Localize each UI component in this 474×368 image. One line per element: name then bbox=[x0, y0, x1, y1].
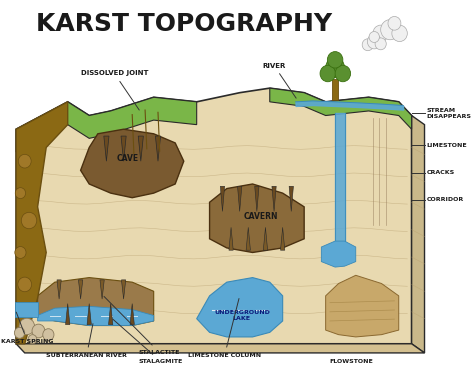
Circle shape bbox=[367, 34, 381, 49]
Polygon shape bbox=[255, 186, 259, 211]
Circle shape bbox=[21, 212, 37, 229]
Polygon shape bbox=[138, 136, 143, 161]
Polygon shape bbox=[37, 277, 154, 326]
Circle shape bbox=[362, 39, 374, 51]
Polygon shape bbox=[81, 129, 184, 198]
Text: KARST SPRING: KARST SPRING bbox=[1, 312, 54, 344]
Text: FLOWSTONE: FLOWSTONE bbox=[329, 359, 374, 364]
Circle shape bbox=[15, 247, 26, 258]
Polygon shape bbox=[272, 186, 276, 211]
Polygon shape bbox=[270, 88, 411, 129]
Circle shape bbox=[369, 32, 379, 42]
Bar bbox=[332, 79, 338, 99]
Polygon shape bbox=[16, 102, 68, 344]
Text: KARST TOPOGRAPHY: KARST TOPOGRAPHY bbox=[36, 13, 332, 36]
Polygon shape bbox=[264, 227, 268, 250]
Polygon shape bbox=[15, 302, 38, 317]
Circle shape bbox=[28, 335, 37, 344]
Circle shape bbox=[375, 38, 386, 50]
Circle shape bbox=[18, 154, 31, 168]
Text: STALACTITE: STALACTITE bbox=[104, 297, 180, 355]
Polygon shape bbox=[237, 186, 242, 211]
Text: CAVE: CAVE bbox=[117, 155, 139, 163]
Polygon shape bbox=[229, 227, 233, 250]
Polygon shape bbox=[100, 280, 104, 299]
Polygon shape bbox=[16, 88, 411, 344]
Circle shape bbox=[18, 277, 32, 292]
Circle shape bbox=[320, 65, 336, 82]
Text: UNDERGROUND
LAKE: UNDERGROUND LAKE bbox=[214, 310, 270, 321]
Polygon shape bbox=[37, 306, 154, 326]
Polygon shape bbox=[130, 304, 134, 325]
Polygon shape bbox=[246, 227, 250, 250]
Polygon shape bbox=[326, 275, 399, 337]
Polygon shape bbox=[321, 241, 356, 267]
Polygon shape bbox=[220, 186, 225, 211]
Text: CAVERN: CAVERN bbox=[244, 212, 278, 222]
Text: STREAM
DISAPPEARS: STREAM DISAPPEARS bbox=[427, 108, 472, 118]
Text: LIMESTONE: LIMESTONE bbox=[427, 143, 467, 148]
Circle shape bbox=[43, 329, 54, 341]
Circle shape bbox=[381, 20, 400, 40]
Polygon shape bbox=[281, 227, 285, 250]
Text: STALAGMITE: STALAGMITE bbox=[113, 319, 183, 364]
Circle shape bbox=[373, 25, 388, 42]
Polygon shape bbox=[411, 116, 425, 353]
Polygon shape bbox=[87, 304, 91, 325]
Polygon shape bbox=[65, 304, 70, 325]
Circle shape bbox=[14, 328, 25, 338]
Text: CRACKS: CRACKS bbox=[427, 170, 455, 175]
Polygon shape bbox=[197, 277, 283, 337]
Circle shape bbox=[326, 57, 345, 78]
Polygon shape bbox=[121, 136, 126, 161]
Text: RIVER: RIVER bbox=[263, 63, 296, 98]
Polygon shape bbox=[121, 280, 126, 299]
Circle shape bbox=[19, 318, 35, 335]
Text: DISSOLVED JOINT: DISSOLVED JOINT bbox=[81, 70, 148, 110]
Polygon shape bbox=[16, 344, 425, 353]
Polygon shape bbox=[109, 304, 113, 325]
Polygon shape bbox=[289, 186, 293, 211]
Circle shape bbox=[328, 52, 343, 68]
Polygon shape bbox=[79, 280, 83, 299]
Text: CORRIDOR: CORRIDOR bbox=[427, 198, 464, 202]
Circle shape bbox=[32, 324, 45, 338]
Text: SUBTERRANEAN RIVER: SUBTERRANEAN RIVER bbox=[46, 324, 127, 358]
Circle shape bbox=[15, 188, 26, 199]
Text: LIMESTONE COLUMN: LIMESTONE COLUMN bbox=[188, 298, 261, 358]
Polygon shape bbox=[16, 97, 197, 152]
Circle shape bbox=[388, 17, 401, 30]
Polygon shape bbox=[155, 136, 161, 161]
Polygon shape bbox=[210, 184, 304, 252]
Polygon shape bbox=[57, 280, 61, 299]
Circle shape bbox=[392, 25, 407, 42]
Circle shape bbox=[335, 65, 351, 82]
Polygon shape bbox=[104, 136, 109, 161]
